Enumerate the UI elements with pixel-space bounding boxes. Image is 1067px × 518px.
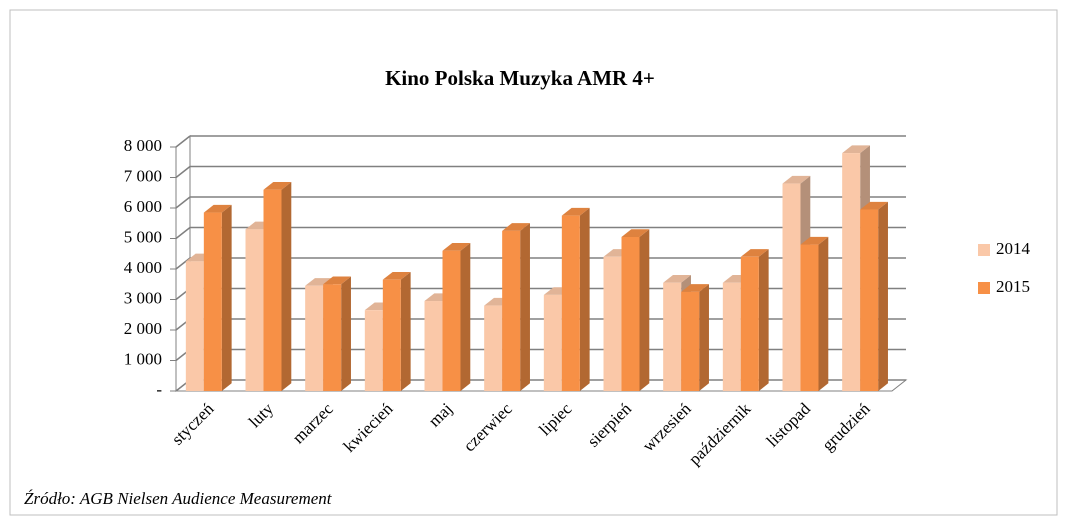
- bar-top: [800, 236, 829, 245]
- bar-side: [758, 249, 769, 391]
- bar: [245, 229, 264, 391]
- bar-top: [842, 145, 870, 154]
- y-tick-label: 6 000: [124, 197, 162, 216]
- bar: [603, 256, 622, 391]
- y-tick-label: 2 000: [124, 319, 162, 338]
- y-tick-label: 5 000: [124, 227, 162, 246]
- bar: [305, 285, 324, 391]
- grid-side: [175, 257, 191, 270]
- bar-side: [639, 229, 650, 391]
- bar: [800, 244, 819, 391]
- bar-side: [818, 236, 829, 391]
- bar-top: [502, 223, 530, 231]
- bar: [185, 261, 204, 391]
- y-tick-label: 7 000: [124, 166, 162, 185]
- bar-top: [663, 275, 691, 283]
- bar: [782, 183, 801, 391]
- grid-side: [175, 196, 191, 209]
- bar: [263, 189, 282, 391]
- bar-top: [860, 201, 888, 210]
- bar: [663, 282, 682, 391]
- bar: [323, 284, 342, 391]
- y-tick-label: 3 000: [124, 288, 162, 307]
- bar-side: [699, 284, 709, 391]
- bar: [484, 305, 503, 391]
- bar-top: [681, 284, 709, 292]
- bar-side: [281, 182, 292, 391]
- grid-side: [175, 226, 191, 240]
- bar-top: [305, 278, 333, 286]
- bar-top: [382, 271, 411, 280]
- y-tick-label: -: [156, 380, 162, 399]
- grid-side: [175, 135, 191, 148]
- bar: [681, 291, 700, 391]
- bar: [203, 212, 222, 391]
- chart-title: Kino Polska Muzyka AMR 4+: [385, 66, 655, 90]
- y-tick-label: 8 000: [124, 136, 162, 155]
- bar-side: [878, 201, 888, 391]
- bar: [561, 215, 580, 391]
- legend-swatch: [978, 282, 990, 294]
- bar-top: [561, 207, 590, 216]
- bar-top: [782, 175, 811, 184]
- grid-side: [175, 165, 191, 179]
- bar: [621, 236, 640, 391]
- bar: [860, 209, 879, 391]
- legend-swatch: [978, 244, 990, 256]
- bar-side: [341, 276, 351, 391]
- bar-top: [740, 249, 769, 257]
- bar-top: [203, 204, 232, 213]
- bar: [424, 301, 443, 391]
- bar-side: [400, 271, 411, 391]
- bar: [382, 279, 401, 391]
- bar: [442, 250, 461, 391]
- bar-top: [323, 276, 351, 285]
- bar: [842, 153, 861, 391]
- source-note: Źródło: AGB Nielsen Audience Measurement: [24, 489, 333, 508]
- y-tick-label: 4 000: [124, 258, 162, 277]
- bar: [364, 310, 383, 391]
- bar: [740, 256, 759, 391]
- y-tick-label: 1 000: [124, 349, 162, 368]
- bar-side: [221, 204, 232, 391]
- bar-side: [579, 207, 590, 391]
- legend-label: 2014: [996, 239, 1031, 258]
- bar-top: [621, 229, 650, 237]
- bar: [543, 294, 562, 391]
- legend-label: 2015: [996, 277, 1030, 296]
- bar-side: [520, 223, 530, 391]
- bar: [502, 230, 521, 391]
- bar: [722, 282, 741, 391]
- bar-top: [442, 243, 471, 251]
- bar-top: [263, 182, 292, 190]
- bar-side: [460, 243, 471, 391]
